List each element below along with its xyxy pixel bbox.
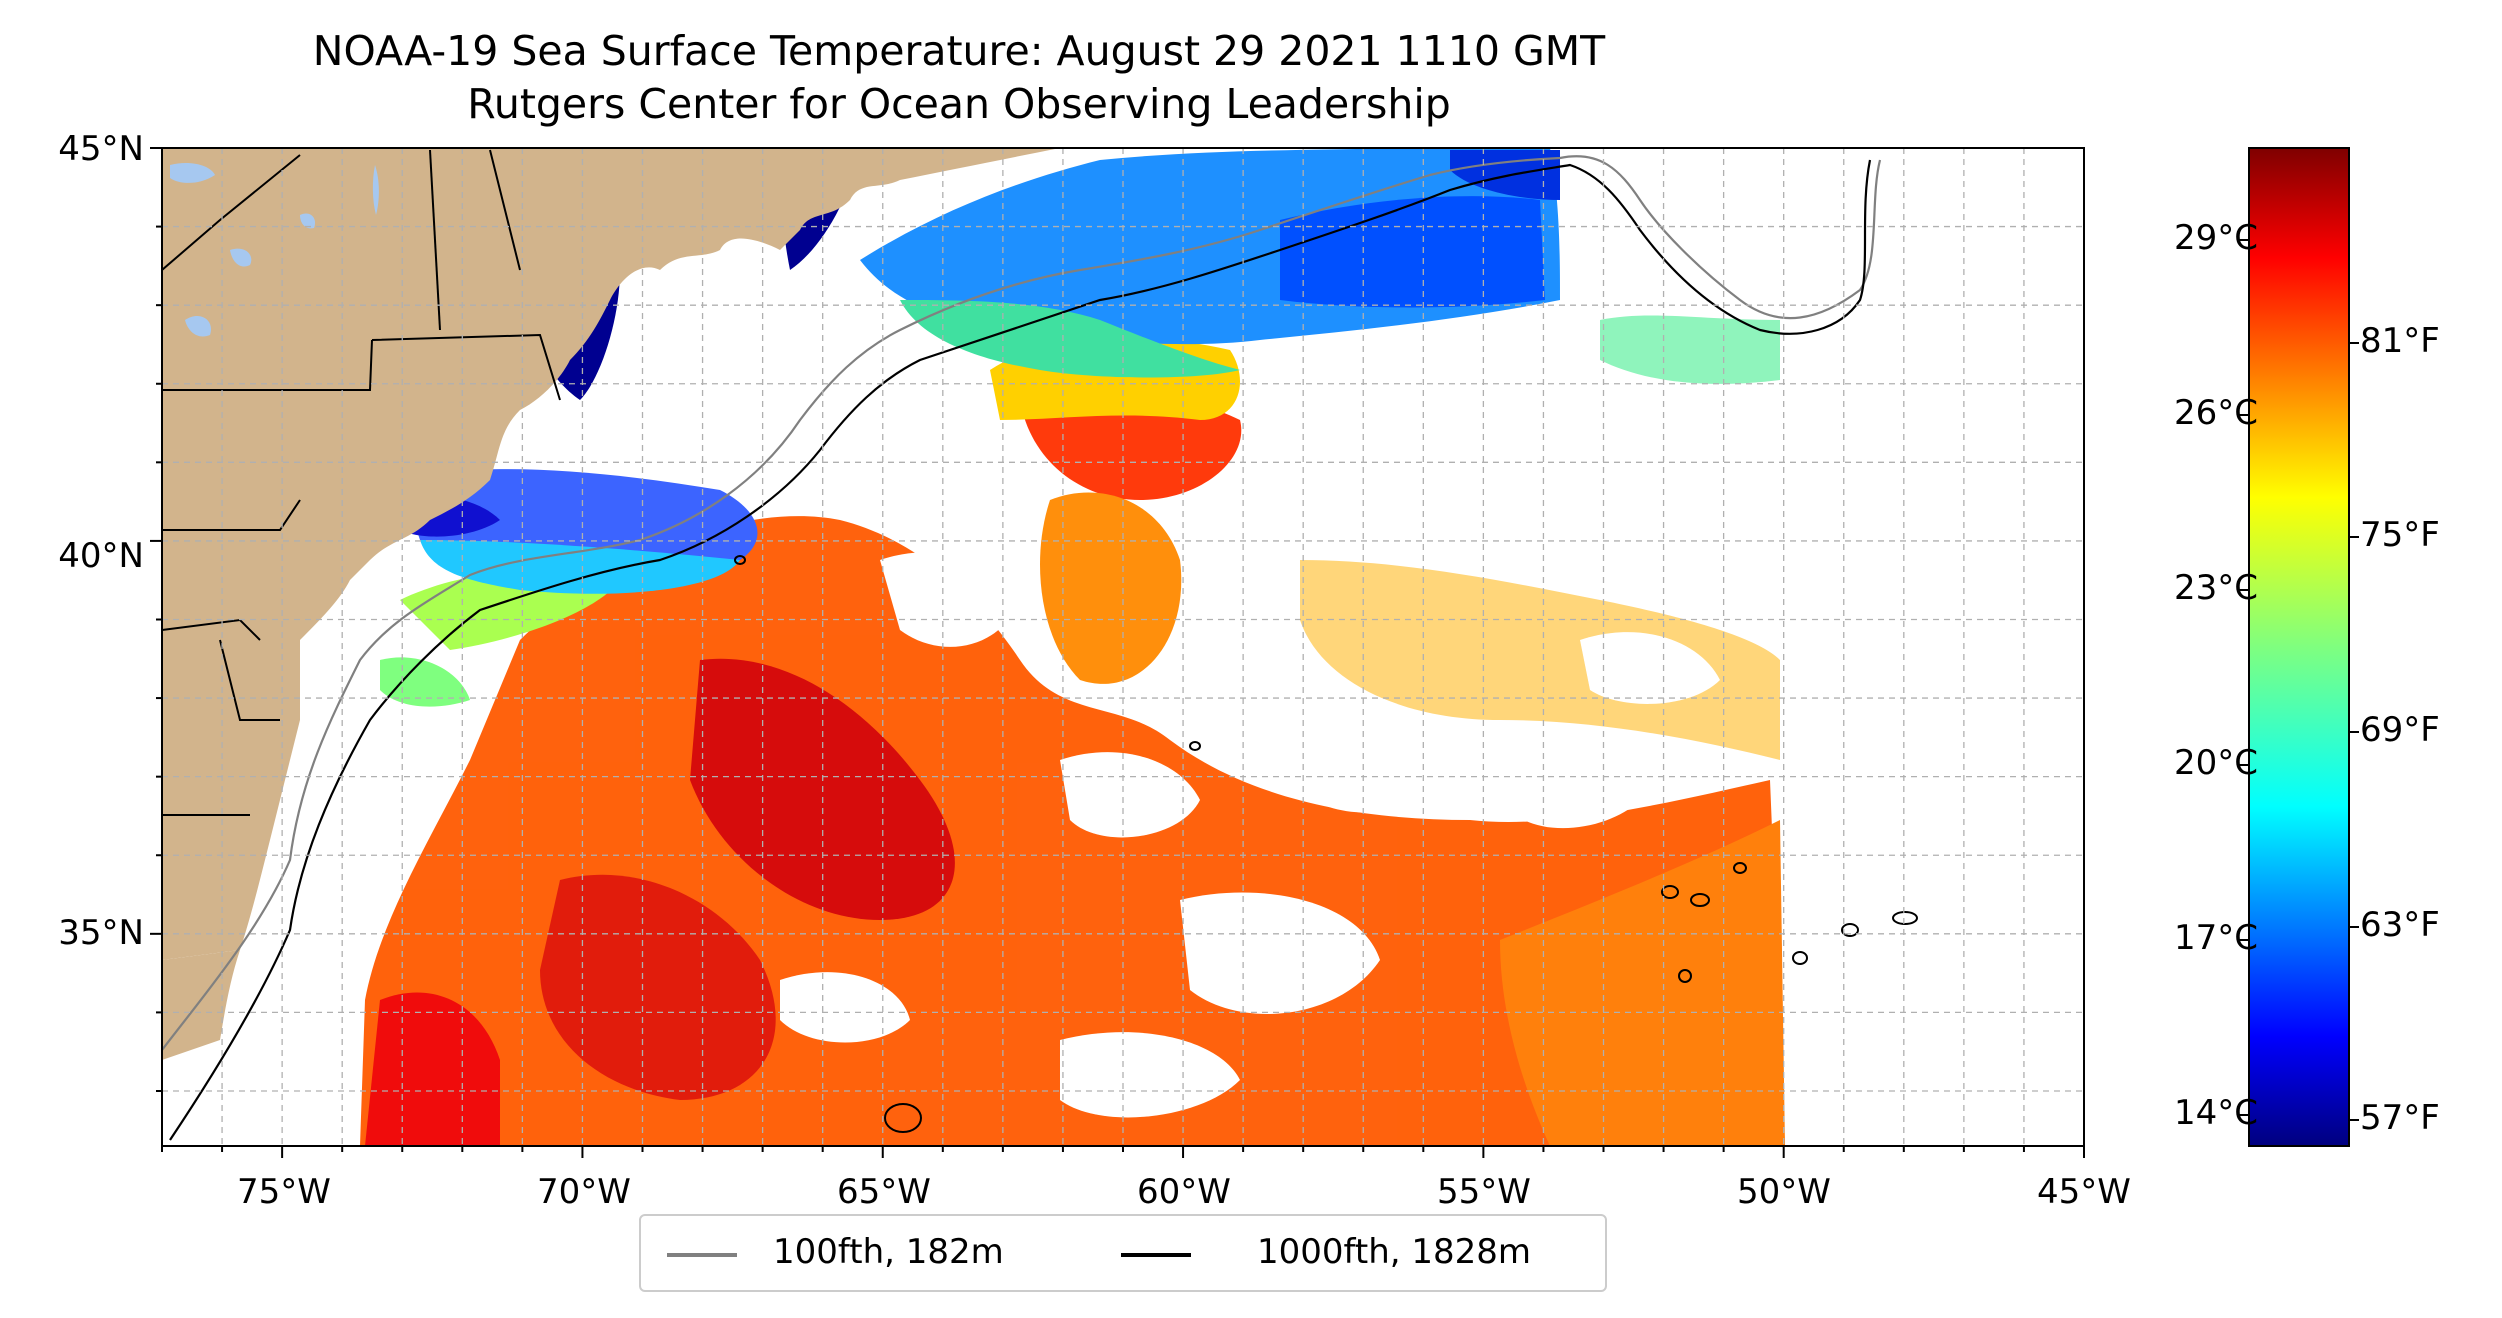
lon-label-60w: 60°W <box>1137 1172 1231 1212</box>
lon-label-55w: 55°W <box>1437 1172 1531 1212</box>
contour-legend: 100fth, 182m 1000fth, 1828m <box>639 1214 1607 1292</box>
map-title: NOAA-19 Sea Surface Temperature: August … <box>312 27 1606 75</box>
colorbar-label-81f: 81°F <box>2360 321 2440 361</box>
legend-label-1000fth: 1000fth, 1828m <box>1257 1232 1532 1272</box>
colorbar-label-20c: 20°C <box>2173 743 2258 783</box>
colorbar-ticks <box>2239 239 2359 1121</box>
lat-label-40: 40°N <box>58 536 144 576</box>
map-plot-area <box>162 148 2084 1146</box>
state-borders <box>162 149 561 816</box>
lat-label-35: 35°N <box>58 913 144 953</box>
colorbar-label-23c: 23°C <box>2173 568 2258 608</box>
contour-100fth <box>162 155 1882 1051</box>
contour-1000fth <box>169 159 1872 1141</box>
legend-swatch-1000fth <box>1121 1253 1191 1257</box>
colorbar-label-75f: 75°F <box>2360 515 2440 555</box>
lon-label-50w: 50°W <box>1737 1172 1831 1212</box>
lon-label-70w: 70°W <box>537 1172 631 1212</box>
lon-label-65w: 65°W <box>837 1172 931 1212</box>
map-gridlines <box>162 148 2084 1146</box>
colorbar-label-29c: 29°C <box>2173 218 2258 258</box>
lakes <box>170 163 379 337</box>
seamount-contours <box>734 555 1918 1133</box>
land-mass <box>162 148 1060 1060</box>
colorbar-label-69f: 69°F <box>2360 710 2440 750</box>
lon-label-75w: 75°W <box>237 1172 331 1212</box>
colorbar-label-14c: 14°C <box>2173 1093 2258 1133</box>
lon-label-45w: 45°W <box>2037 1172 2131 1212</box>
colorbar-label-63f: 63°F <box>2360 905 2440 945</box>
sst-cool-region <box>400 148 1780 594</box>
colorbar-label-57f: 57°F <box>2360 1098 2440 1138</box>
colorbar-label-26c: 26°C <box>2173 393 2258 433</box>
sst-cloud-gaps <box>780 552 1720 1118</box>
legend-swatch-100fth <box>667 1253 737 1257</box>
map-axis-ticks <box>150 147 2085 1158</box>
legend-label-100fth: 100fth, 182m <box>773 1232 1004 1272</box>
colorbar-scale <box>2248 147 2350 1147</box>
lat-label-45: 45°N <box>58 129 144 169</box>
map-subtitle: Rutgers Center for Ocean Observing Leade… <box>467 80 1451 128</box>
colorbar-label-17c: 17°C <box>2173 918 2258 958</box>
